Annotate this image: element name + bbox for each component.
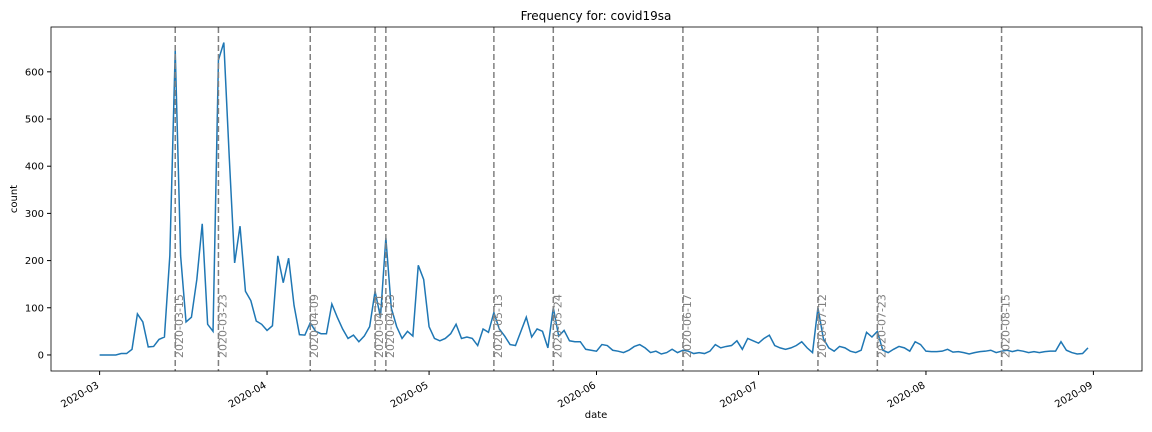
- event-label: 2020-07-12: [816, 294, 829, 358]
- event-label: 2020-03-15: [173, 294, 186, 358]
- event-label: 2020-06-17: [681, 294, 694, 358]
- event-label: 2020-05-24: [551, 294, 564, 358]
- event-label: 2020-05-13: [492, 294, 505, 358]
- data-line: [99, 42, 1089, 356]
- event-label: 2020-03-23: [216, 294, 229, 358]
- y-tick-label: 300: [25, 209, 44, 220]
- event-label: 2020-07-23: [875, 294, 888, 358]
- y-tick-label: 0: [38, 350, 44, 361]
- y-tick-label: 200: [25, 256, 44, 267]
- y-tick-label: 600: [25, 67, 44, 78]
- chart-title: Frequency for: covid19sa: [521, 9, 672, 23]
- event-label: 2020-04-21: [373, 294, 386, 358]
- event-label: 2020-04-23: [384, 294, 397, 358]
- x-axis-label: date: [585, 410, 608, 421]
- y-tick-label: 500: [25, 115, 44, 126]
- y-tick-label: 100: [25, 303, 44, 314]
- y-axis-label: count: [9, 185, 20, 213]
- event-label: 2020-04-09: [308, 294, 321, 358]
- plot-frame: [50, 26, 1143, 372]
- event-label: 2020-08-15: [1000, 294, 1013, 358]
- y-tick-label: 400: [25, 162, 44, 173]
